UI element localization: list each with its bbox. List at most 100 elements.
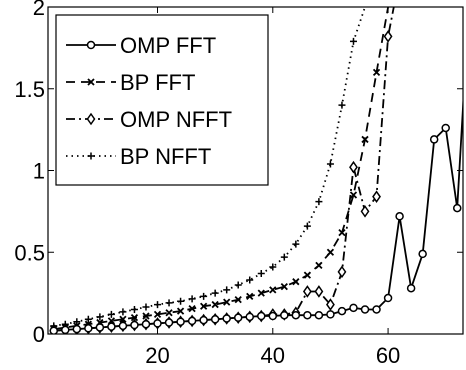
data-point-omp-fft: [383, 293, 393, 303]
y-tick-label: 0: [33, 322, 45, 347]
data-point-omp-nfft: [383, 30, 393, 43]
data-point-bp-fft: [142, 312, 150, 320]
data-point-omp-fft: [118, 321, 128, 331]
data-point-omp-fft: [441, 123, 450, 133]
data-point-bp-nfft: [234, 281, 242, 289]
data-point-omp-fft: [233, 313, 243, 322]
data-point-bp-fft: [349, 191, 358, 199]
data-point-bp-nfft: [84, 315, 92, 323]
data-point-bp-nfft: [177, 297, 185, 305]
data-point-bp-fft: [165, 309, 173, 317]
data-point-omp-fft: [395, 212, 404, 221]
data-point-omp-fft: [176, 317, 185, 326]
data-point-bp-nfft: [315, 198, 323, 206]
data-point-omp-fft: [245, 312, 254, 322]
data-point-omp-fft: [61, 325, 70, 334]
data-point-bp-fft: [326, 248, 335, 256]
data-point-omp-nfft: [360, 205, 370, 218]
data-point-omp-fft: [429, 135, 439, 144]
data-point-bp-nfft: [349, 37, 357, 45]
series-bp-nfft: [50, 7, 366, 330]
legend-label: OMP NFFT: [120, 107, 232, 132]
data-point-omp-fft: [291, 310, 301, 320]
legend-marker: [87, 152, 95, 160]
data-point-omp-nfft: [314, 285, 324, 298]
data-point-omp-fft: [187, 316, 197, 326]
data-point-omp-fft: [72, 324, 82, 334]
data-point-omp-fft: [199, 315, 208, 325]
data-point-bp-fft: [223, 298, 231, 306]
legend-item-bp-nfft: BP NFFT: [66, 144, 211, 169]
data-point-bp-fft: [372, 68, 381, 77]
data-point-omp-fft: [222, 314, 231, 323]
data-point-omp-fft: [153, 319, 162, 328]
legend-marker: [86, 112, 96, 126]
data-point-bp-fft: [234, 296, 242, 304]
data-point-omp-fft: [418, 249, 427, 259]
data-point-omp-fft: [210, 315, 220, 324]
data-point-bp-nfft: [188, 295, 196, 303]
data-point-bp-nfft: [119, 308, 127, 316]
data-point-omp-fft: [268, 311, 278, 321]
data-point-bp-fft: [119, 315, 127, 323]
data-point-bp-nfft: [292, 240, 300, 248]
data-point-bp-fft: [153, 310, 162, 319]
data-point-omp-nfft: [349, 160, 358, 174]
data-point-bp-fft: [199, 302, 208, 310]
legend: OMP FFT BP FFT OMP NFFT BP NFFT: [55, 14, 269, 186]
y-tick-label: 0.5: [14, 240, 45, 265]
data-point-omp-nfft: [372, 190, 381, 203]
data-point-bp-nfft: [338, 101, 346, 109]
x-tick-label: 60: [376, 343, 400, 368]
data-point-bp-nfft: [326, 160, 334, 168]
data-point-bp-nfft: [303, 222, 311, 230]
data-point-bp-fft: [257, 289, 265, 297]
data-point-bp-nfft: [96, 313, 104, 321]
series-omp-fft: [49, 91, 463, 334]
data-point-omp-fft: [314, 310, 324, 320]
data-point-omp-fft: [95, 323, 105, 332]
data-point-omp-fft: [326, 310, 335, 319]
data-point-bp-nfft: [107, 310, 115, 318]
data-point-bp-nfft: [130, 305, 138, 313]
data-point-omp-fft: [349, 303, 358, 313]
data-point-bp-fft: [269, 286, 277, 294]
data-point-bp-nfft: [280, 253, 288, 261]
data-point-omp-fft: [452, 203, 462, 213]
data-point-bp-fft: [246, 292, 254, 301]
data-point-omp-nfft: [302, 285, 312, 298]
data-point-bp-nfft: [200, 292, 208, 300]
data-point-omp-fft: [337, 306, 347, 316]
legend-label: BP FFT: [120, 70, 195, 95]
data-point-omp-nfft: [326, 298, 335, 311]
data-point-bp-fft: [315, 261, 323, 269]
data-point-bp-nfft: [154, 301, 162, 309]
y-tick-label: 1: [33, 159, 45, 184]
series-line-bp-fft: [53, 7, 389, 330]
legend-label: BP NFFT: [120, 144, 211, 169]
data-point-omp-fft: [303, 310, 312, 320]
data-point-omp-nfft: [337, 265, 347, 279]
data-point-bp-nfft: [165, 299, 173, 307]
data-point-bp-fft: [292, 278, 300, 286]
legend-item-bp-fft: BP FFT: [66, 70, 195, 95]
data-point-omp-fft: [360, 305, 370, 314]
legend-item-omp-fft: OMP FFT: [66, 33, 216, 58]
series-layer: [49, 7, 463, 334]
legend-label: OMP FFT: [120, 33, 216, 58]
x-tick-label: 20: [145, 343, 169, 368]
data-point-bp-nfft: [269, 263, 277, 271]
data-point-omp-fft: [141, 319, 151, 329]
data-point-omp-fft: [84, 324, 93, 333]
data-point-omp-fft: [107, 322, 116, 331]
legend-marker: [87, 78, 95, 86]
legend-item-omp-nfft: OMP NFFT: [66, 107, 232, 132]
data-point-bp-fft: [130, 314, 139, 322]
data-point-omp-fft: [372, 305, 381, 314]
data-point-omp-fft: [130, 320, 139, 330]
data-point-bp-nfft: [211, 289, 219, 297]
data-point-omp-fft: [164, 318, 174, 327]
data-point-bp-nfft: [257, 270, 265, 278]
legend-marker: [86, 40, 96, 50]
